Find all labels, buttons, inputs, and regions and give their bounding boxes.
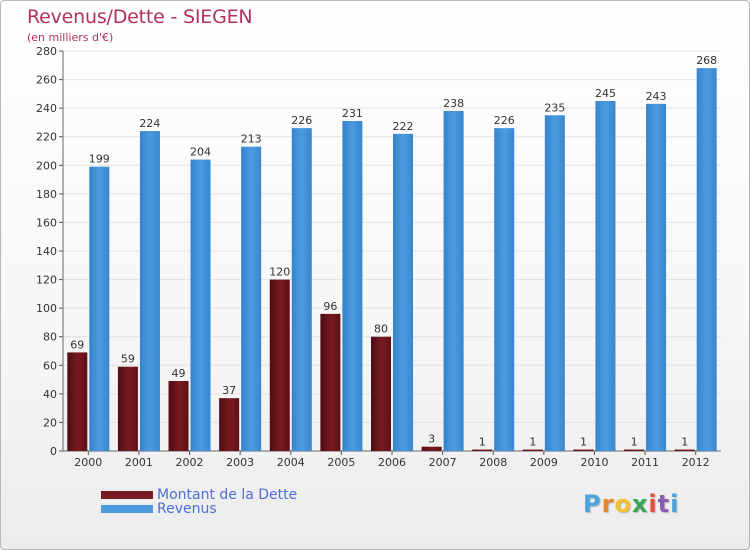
y-tick-label: 140 (36, 245, 57, 258)
data-label-revenue: 235 (544, 101, 565, 114)
data-label-revenue: 213 (241, 133, 262, 146)
x-tick-label: 2003 (226, 456, 254, 469)
bar-debt (219, 398, 240, 451)
chart-subtitle: (en milliers d'€) (27, 31, 114, 44)
bar-revenue (696, 68, 717, 452)
bar-debt (320, 313, 341, 451)
logo-letter: r (601, 490, 615, 518)
y-tick-label: 120 (36, 274, 57, 287)
y-tick-label: 240 (36, 102, 57, 115)
data-label-debt: 1 (529, 436, 536, 449)
bar-debt (573, 449, 594, 451)
data-label-debt: 1 (580, 436, 587, 449)
data-label-debt: 1 (681, 436, 688, 449)
x-tick-label: 2001 (125, 456, 153, 469)
proxiti-logo: Proxiti (583, 490, 679, 518)
x-tick-label: 2010 (580, 456, 608, 469)
data-label-revenue: 238 (443, 97, 464, 110)
bar-revenue (595, 101, 616, 451)
data-label-debt: 3 (428, 433, 435, 446)
logo-letter: i (648, 490, 658, 518)
logo-letter: o (614, 490, 632, 518)
x-tick-label: 2012 (682, 456, 710, 469)
bar-revenue (190, 159, 211, 452)
bar-revenue (89, 166, 110, 451)
y-tick-label: 160 (36, 216, 57, 229)
y-tick-label: 60 (43, 359, 57, 372)
logo-letter: x (631, 490, 649, 518)
data-label-revenue: 231 (342, 107, 363, 120)
data-label-debt: 80 (374, 323, 388, 336)
bar-revenue (393, 133, 413, 451)
bar-revenue (443, 111, 464, 451)
logo-letter: t (657, 490, 671, 518)
legend-label-debt: Montant de la Dette (157, 487, 298, 503)
bar-revenue (544, 115, 565, 452)
legend-label-revenue: Revenus (157, 501, 217, 517)
data-label-revenue: 222 (393, 120, 414, 133)
data-label-revenue: 224 (139, 117, 160, 130)
x-tick-label: 2007 (429, 456, 457, 469)
bar-debt (674, 449, 695, 451)
bar-revenue (646, 103, 667, 451)
bar-revenue (291, 128, 312, 451)
x-tick-label: 2006 (378, 456, 406, 469)
data-label-debt: 1 (631, 436, 638, 449)
data-label-revenue: 243 (646, 90, 667, 103)
legend-swatch-debt (101, 491, 153, 499)
data-label-revenue: 268 (696, 54, 717, 67)
legend-swatch-revenue (101, 505, 153, 513)
bar-revenue (241, 146, 262, 451)
bar-debt (269, 279, 290, 451)
x-tick-label: 2005 (327, 456, 355, 469)
x-tick-label: 2004 (277, 456, 305, 469)
y-tick-label: 180 (36, 188, 57, 201)
y-tick-label: 220 (36, 131, 57, 144)
data-label-debt: 1 (479, 436, 486, 449)
y-tick-label: 80 (43, 331, 57, 344)
data-label-revenue: 226 (494, 114, 515, 127)
bar-debt (522, 449, 543, 451)
data-label-revenue: 199 (89, 153, 110, 166)
x-tick-label: 2000 (74, 456, 102, 469)
y-tick-label: 200 (36, 159, 57, 172)
bar-revenue (494, 128, 515, 451)
x-tick-label: 2011 (631, 456, 659, 469)
y-tick-label: 20 (43, 416, 57, 429)
data-label-debt: 59 (121, 353, 135, 366)
bar-revenue (139, 131, 160, 451)
data-label-revenue: 226 (291, 114, 312, 127)
x-tick-label: 2002 (176, 456, 204, 469)
y-tick-label: 280 (36, 45, 57, 58)
data-label-revenue: 245 (595, 87, 616, 100)
y-tick-label: 260 (36, 74, 57, 87)
data-label-debt: 49 (172, 367, 186, 380)
y-tick-label: 0 (50, 445, 57, 458)
data-label-debt: 96 (323, 300, 337, 313)
chart-title: Revenus/Dette - SIEGEN (27, 6, 253, 28)
y-tick-label: 100 (36, 302, 57, 315)
logo-letter: P (583, 490, 602, 518)
x-tick-label: 2009 (530, 456, 558, 469)
bar-debt (168, 381, 189, 451)
x-tick-label: 2008 (479, 456, 507, 469)
bar-debt (624, 449, 645, 451)
bar-revenue (342, 121, 363, 451)
bar-debt (371, 336, 391, 451)
bar-debt (472, 449, 493, 451)
bar-debt (421, 446, 442, 451)
bar-debt (117, 366, 138, 451)
data-label-revenue: 204 (190, 146, 211, 159)
y-tick-label: 40 (43, 388, 57, 401)
logo-letter: i (670, 490, 680, 518)
bar-debt (67, 352, 88, 451)
data-label-debt: 120 (269, 266, 290, 279)
data-label-debt: 37 (222, 384, 236, 397)
data-label-debt: 69 (70, 338, 84, 351)
